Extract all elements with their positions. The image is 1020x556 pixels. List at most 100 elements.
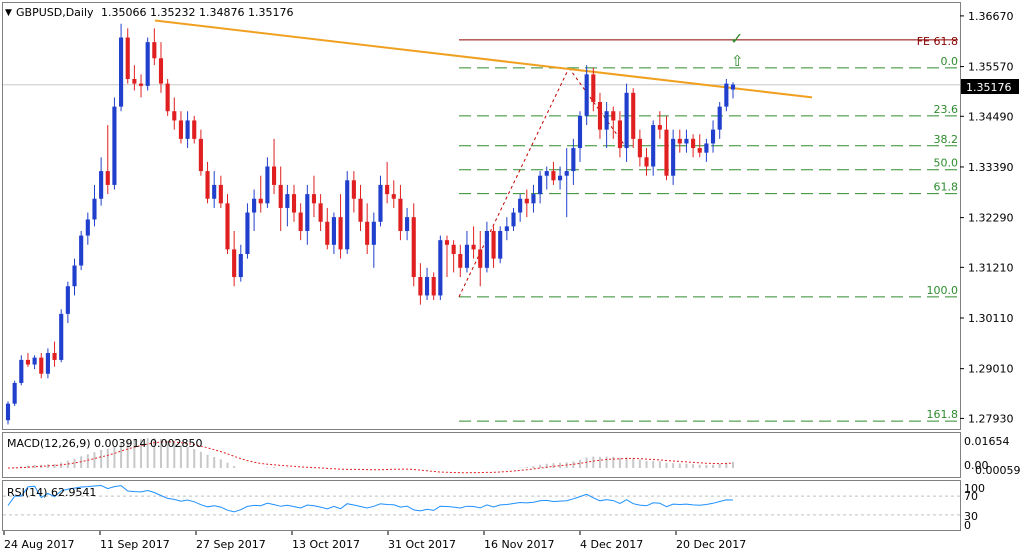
ohlc-label: 1.35066 1.35232 1.34876 1.35176 (101, 6, 293, 19)
candle-body (691, 138, 696, 149)
fib-swing-line (458, 67, 570, 298)
candle-body (571, 148, 576, 172)
up-arrow-icon: ⇧ (731, 52, 744, 70)
candle-body (631, 92, 636, 139)
candle-body (52, 353, 57, 360)
candle-body (544, 171, 549, 176)
candle-body (551, 171, 556, 181)
candle-body (311, 194, 317, 204)
candle-body (717, 106, 722, 130)
candle-body (265, 166, 270, 204)
fib-level-label: 100.0 (927, 284, 959, 297)
y-tick-label: 1.32290 (968, 212, 1014, 225)
candle-body (371, 221, 376, 245)
candle-body (385, 184, 390, 195)
macd-axis-extra: 0.00059 (975, 464, 1020, 477)
candle-body (697, 148, 702, 153)
y-tick-label: 1.33390 (968, 161, 1014, 174)
time-axis: 24 Aug 2017 11 Sep 2017 27 Sep 2017 13 Oct … (3, 531, 746, 551)
fib-level-label: 0.0 (941, 55, 959, 68)
rsi-line (7, 484, 734, 513)
candle-body (99, 171, 104, 199)
candle-body (138, 83, 144, 86)
candle-body (165, 83, 170, 112)
rsi-axis-0: 0 (964, 519, 971, 532)
candlestick-series (5, 23, 736, 425)
candle-body (444, 240, 450, 245)
y-tick-label: 1.36670 (968, 10, 1014, 23)
candle-body (611, 111, 616, 121)
candle-body (657, 125, 662, 130)
candle-body (671, 138, 676, 176)
candle-body (205, 171, 210, 199)
candle-body (637, 138, 642, 158)
candle-body (484, 230, 489, 268)
macd-axis-zero: 0.00 (964, 459, 989, 472)
candle-body (85, 219, 90, 236)
candle-body (617, 120, 622, 149)
candle-body (504, 226, 509, 231)
candle-body (298, 212, 303, 231)
candle-body (498, 230, 503, 259)
main-pane-frame (2, 2, 961, 430)
candle-body (438, 240, 443, 296)
candle-body (391, 194, 396, 199)
x-tick-label: 20 Dec 2017 (676, 538, 746, 551)
candle-body (218, 184, 223, 204)
rsi-axis-70: 70 (964, 490, 978, 503)
candle-body (172, 111, 177, 121)
trendline-layer (154, 19, 813, 99)
candle-body (192, 120, 197, 139)
rsi-axis-100: 100 (964, 482, 985, 495)
candle-body (225, 203, 230, 250)
y-tick-label: 1.27930 (968, 412, 1014, 425)
candle-body (345, 180, 350, 250)
candle-body (710, 129, 716, 144)
candle-body (12, 382, 17, 404)
symbol-label: GBPUSD,Daily (16, 6, 94, 19)
candle-body (351, 180, 356, 199)
candle-body (511, 212, 516, 227)
x-tick-label: 11 Sep 2017 (100, 538, 170, 551)
descending-trendline (154, 19, 813, 99)
x-tick-label: 31 Oct 2017 (388, 538, 456, 551)
fib-level-label: 23.6 (934, 103, 959, 116)
rsi-indicator (3, 484, 960, 516)
candle-body (378, 184, 383, 222)
fib-level-label: 50.0 (934, 157, 959, 170)
y-tick-label: 1.29010 (968, 363, 1014, 376)
candle-body (79, 235, 84, 266)
candle-body (458, 253, 463, 268)
candle-body (92, 198, 97, 220)
candle-body (431, 277, 436, 296)
y-tick-label: 1.30110 (968, 312, 1014, 325)
y-tick-label: 1.34490 (968, 110, 1014, 123)
x-tick-label: 24 Aug 2017 (4, 538, 74, 551)
collapse-arrow-icon[interactable]: ▼ (5, 8, 12, 18)
candle-body (677, 138, 682, 144)
macd-signal-line (7, 441, 734, 474)
y-tick-label: 1.31210 (968, 261, 1014, 274)
candle-body (158, 58, 164, 84)
candle-body (112, 106, 117, 185)
candle-body (411, 217, 416, 278)
candle-body (72, 265, 77, 287)
candle-body (145, 42, 150, 86)
candle-body (651, 125, 656, 167)
x-tick-label: 13 Oct 2017 (292, 538, 360, 551)
candle-body (258, 198, 263, 204)
candle-body (644, 157, 649, 167)
candle-body (119, 37, 124, 107)
candle-body (451, 244, 456, 254)
candle-body (32, 357, 37, 365)
rsi-axis-30: 30 (964, 510, 978, 523)
candle-body (132, 78, 137, 84)
fibonacci-retracement: 0.0 23.6 38.2 50.0 61.8 100.0 161.8 (3, 39, 960, 422)
candle-body (338, 217, 343, 250)
x-tick-label: 4 Dec 2017 (580, 538, 643, 551)
candle-body (25, 359, 31, 365)
candle-body (152, 42, 157, 59)
candle-body (478, 249, 483, 268)
